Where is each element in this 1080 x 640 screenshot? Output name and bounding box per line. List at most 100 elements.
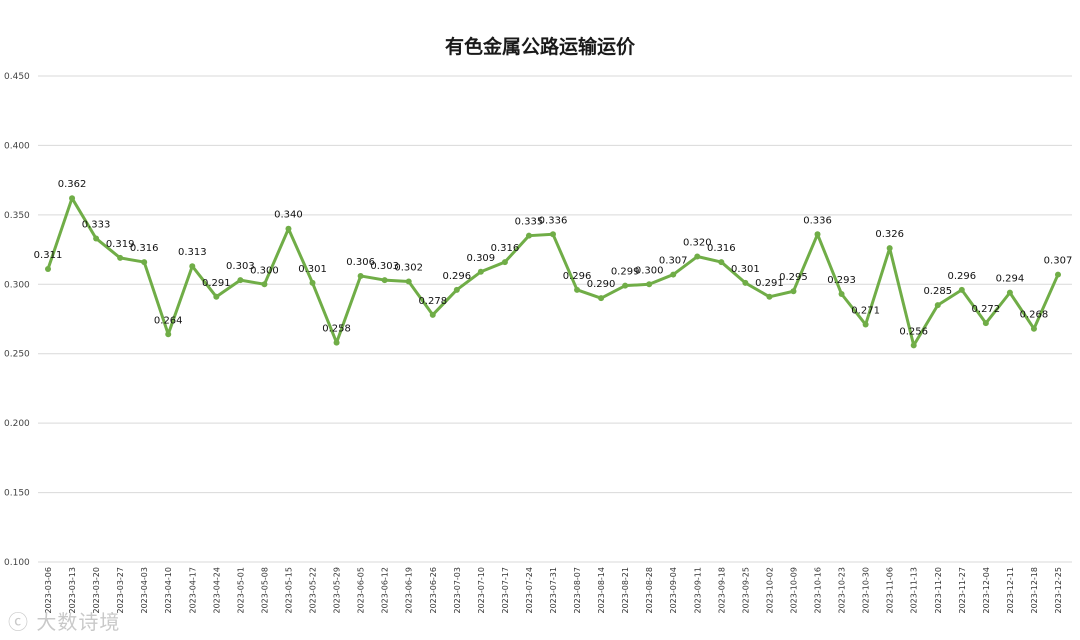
watermark-text: 大数诗境 [36,610,121,634]
data-label: 0.307 [1044,256,1073,267]
data-point [141,259,148,266]
data-label: 0.271 [851,306,880,317]
data-label: 0.291 [755,278,784,289]
data-label: 0.335 [515,217,544,228]
x-tick-label: 2023-05-01 [236,567,245,614]
x-tick-label: 2023-10-23 [838,567,847,614]
data-point [862,321,869,328]
data-label: 0.303 [370,261,399,272]
x-tick-label: 2023-06-12 [381,567,390,614]
data-label: 0.291 [202,278,231,289]
data-point [429,311,436,318]
data-label: 0.362 [58,179,87,190]
x-tick-label: 2023-09-18 [717,567,726,614]
x-tick-label: 2023-03-20 [92,567,101,614]
x-tick-label: 2023-10-16 [814,567,823,614]
data-label: 0.309 [467,253,496,264]
x-tick-label: 2023-05-29 [333,567,342,614]
data-point [622,282,629,289]
data-label: 0.311 [34,250,63,261]
x-tick-label: 2023-09-25 [741,567,750,614]
data-point [309,279,316,286]
data-point [886,245,893,252]
x-tick-label: 2023-03-06 [44,567,53,614]
x-tick-label: 2023-06-05 [357,567,366,614]
data-point [1030,325,1037,332]
data-point [934,302,941,309]
x-tick-label: 2023-10-09 [789,567,798,614]
data-label: 0.336 [803,215,832,226]
data-points [45,195,1061,349]
data-label: 0.296 [442,271,471,282]
data-label: 0.296 [563,271,592,282]
x-tick-label: 2023-07-10 [477,567,486,614]
x-tick-label: 2023-11-13 [910,567,919,614]
data-label: 0.256 [899,326,928,337]
x-tick-label: 2023-03-27 [116,567,125,614]
x-tick-label: 2023-05-08 [260,567,269,614]
data-labels: 0.3110.3620.3330.3190.3160.2640.3130.291… [34,179,1073,337]
data-label: 0.302 [394,263,423,274]
chart-title: 有色金属公路运输运价 [444,36,635,58]
data-point [501,259,508,266]
x-tick-label: 2023-03-13 [68,567,77,614]
x-tick-label: 2023-11-06 [886,567,895,614]
y-tick-label: 0.350 [4,211,30,221]
x-tick-label: 2023-04-24 [212,567,221,614]
y-tick-label: 0.450 [4,72,30,82]
data-label: 0.326 [875,229,904,240]
data-point [165,331,172,338]
data-point [237,277,244,284]
data-point [117,254,124,261]
x-tick-label: 2023-04-03 [140,567,149,614]
data-label: 0.340 [274,210,303,221]
x-tick-label: 2023-07-03 [453,567,462,614]
y-tick-label: 0.300 [4,280,30,290]
data-label: 0.306 [346,257,375,268]
data-point [910,342,917,349]
data-point [381,277,388,284]
data-label: 0.296 [947,271,976,282]
data-label: 0.268 [1020,310,1049,321]
data-label: 0.319 [106,239,135,250]
data-point [45,266,51,273]
x-tick-label: 2023-12-04 [982,567,991,614]
data-point [574,286,581,293]
x-tick-label: 2023-08-21 [621,567,630,614]
x-tick-label: 2023-09-04 [669,567,678,614]
x-tick-label: 2023-10-02 [765,567,774,614]
data-point [958,286,965,293]
x-tick-label: 2023-10-30 [862,567,871,614]
x-tick-label: 2023-04-10 [164,567,173,614]
watermark: ⓒ 大数诗境 [8,606,120,635]
data-point [69,195,76,202]
data-point [718,259,725,266]
data-label: 0.303 [226,261,255,272]
y-tick-label: 0.150 [4,489,30,499]
data-point [333,339,340,346]
data-label: 0.272 [972,304,1001,315]
data-point [550,231,556,238]
x-tick-label: 2023-11-20 [934,567,943,614]
x-tick-label: 2023-07-24 [525,567,534,614]
data-point [93,235,100,242]
data-point [1055,271,1061,278]
data-label: 0.307 [659,256,688,267]
x-tick-label: 2023-07-17 [501,567,510,614]
data-label: 0.264 [154,315,183,326]
data-point [213,293,220,300]
data-point [646,281,653,288]
data-label: 0.299 [611,267,640,278]
x-tick-label: 2023-05-22 [309,567,318,614]
data-point [670,271,677,278]
x-tick-label: 2023-05-15 [284,567,293,614]
data-point [261,281,268,288]
data-label: 0.285 [923,286,952,297]
gridlines [38,75,1072,563]
y-tick-label: 0.200 [4,419,30,429]
data-point [742,279,749,286]
data-label: 0.300 [250,265,279,276]
x-tick-label: 2023-12-25 [1054,567,1063,614]
data-label: 0.320 [683,238,712,249]
data-point [285,225,292,232]
